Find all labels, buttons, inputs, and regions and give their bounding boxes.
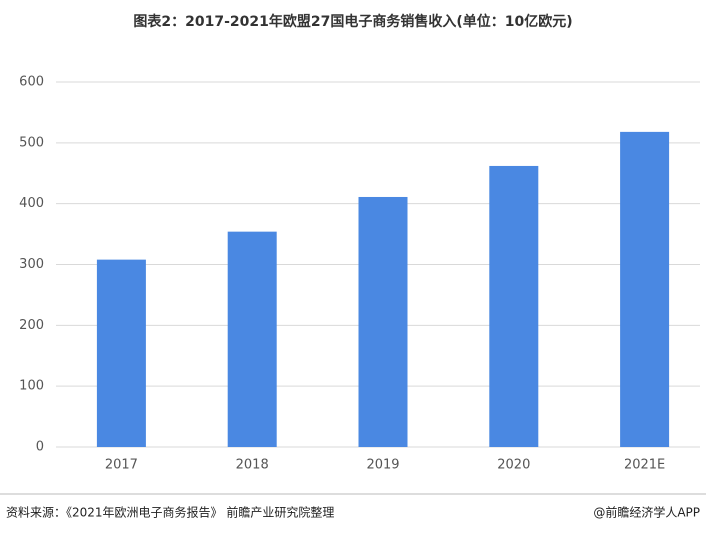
source-note: 资料来源：《2021年欧洲电子商务报告》 前瞻产业研究院整理 [6,505,334,520]
x-tick-label: 2017 [105,458,138,473]
y-tick-label: 400 [19,196,44,211]
y-tick-label: 500 [19,135,44,150]
x-tick-label: 2021E [624,458,665,473]
x-tick-label: 2020 [497,458,530,473]
y-tick-label: 200 [19,318,44,333]
x-tick-label: 2018 [236,458,269,473]
brand-label: @前瞻经济学人APP [593,505,700,520]
x-tick-label: 2019 [366,458,399,473]
bar [227,231,277,447]
bar [96,259,146,447]
y-tick-label: 600 [19,75,44,90]
bar [620,131,670,447]
y-tick-label: 100 [19,379,44,394]
bar [358,196,408,447]
y-tick-label: 0 [36,440,44,455]
chart-title: 图表2：2017-2021年欧盟27国电子商务销售收入(单位：10亿欧元) [133,13,572,30]
y-tick-label: 300 [19,257,44,272]
bar [489,165,539,447]
